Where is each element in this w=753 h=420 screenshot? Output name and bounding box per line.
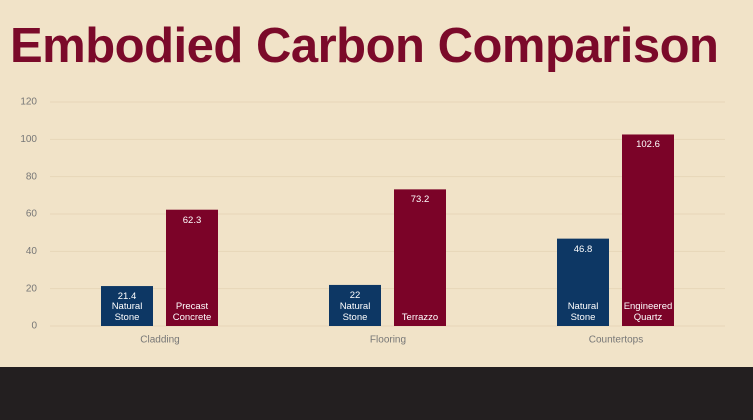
value-label: 46.8 bbox=[573, 243, 593, 255]
value-label: 21.4 bbox=[117, 291, 137, 303]
bar-label: Natural Stone bbox=[339, 301, 371, 323]
value-label: 102.6 bbox=[636, 139, 660, 151]
bar-label: Natural Stone bbox=[111, 301, 143, 323]
bar-label: Precast Concrete bbox=[172, 301, 212, 323]
y-tick-label: 80 bbox=[26, 171, 38, 182]
bar bbox=[622, 134, 674, 326]
bar bbox=[166, 209, 218, 326]
bar bbox=[394, 189, 446, 326]
value-label: 73.2 bbox=[410, 194, 430, 206]
bar-label: Natural Stone bbox=[567, 301, 599, 323]
y-tick-label: 60 bbox=[26, 209, 38, 220]
bar bbox=[329, 284, 381, 326]
value-label: 22 bbox=[349, 289, 361, 301]
bar bbox=[101, 286, 153, 326]
bar bbox=[557, 238, 609, 326]
bar-label: Engineered Quartz bbox=[623, 301, 673, 323]
y-tick-label: 0 bbox=[31, 321, 37, 332]
x-tick-label: Flooring bbox=[370, 335, 406, 346]
x-tick-label: Countertops bbox=[589, 335, 643, 346]
bar-label: Terrazzo bbox=[401, 312, 439, 323]
footer-band bbox=[0, 367, 753, 420]
value-label: 62.3 bbox=[182, 214, 202, 226]
y-tick-label: 120 bbox=[20, 97, 37, 108]
chart-title: Embodied Carbon Comparison bbox=[10, 19, 719, 73]
y-tick-label: 20 bbox=[26, 283, 38, 294]
x-tick-label: Cladding bbox=[140, 335, 179, 346]
chart: 0 20 40 60 80 100 120 Cladding Flooring Counterto… bbox=[20, 97, 725, 346]
y-tick-label: 40 bbox=[26, 246, 38, 257]
y-tick-label: 100 bbox=[20, 134, 37, 145]
